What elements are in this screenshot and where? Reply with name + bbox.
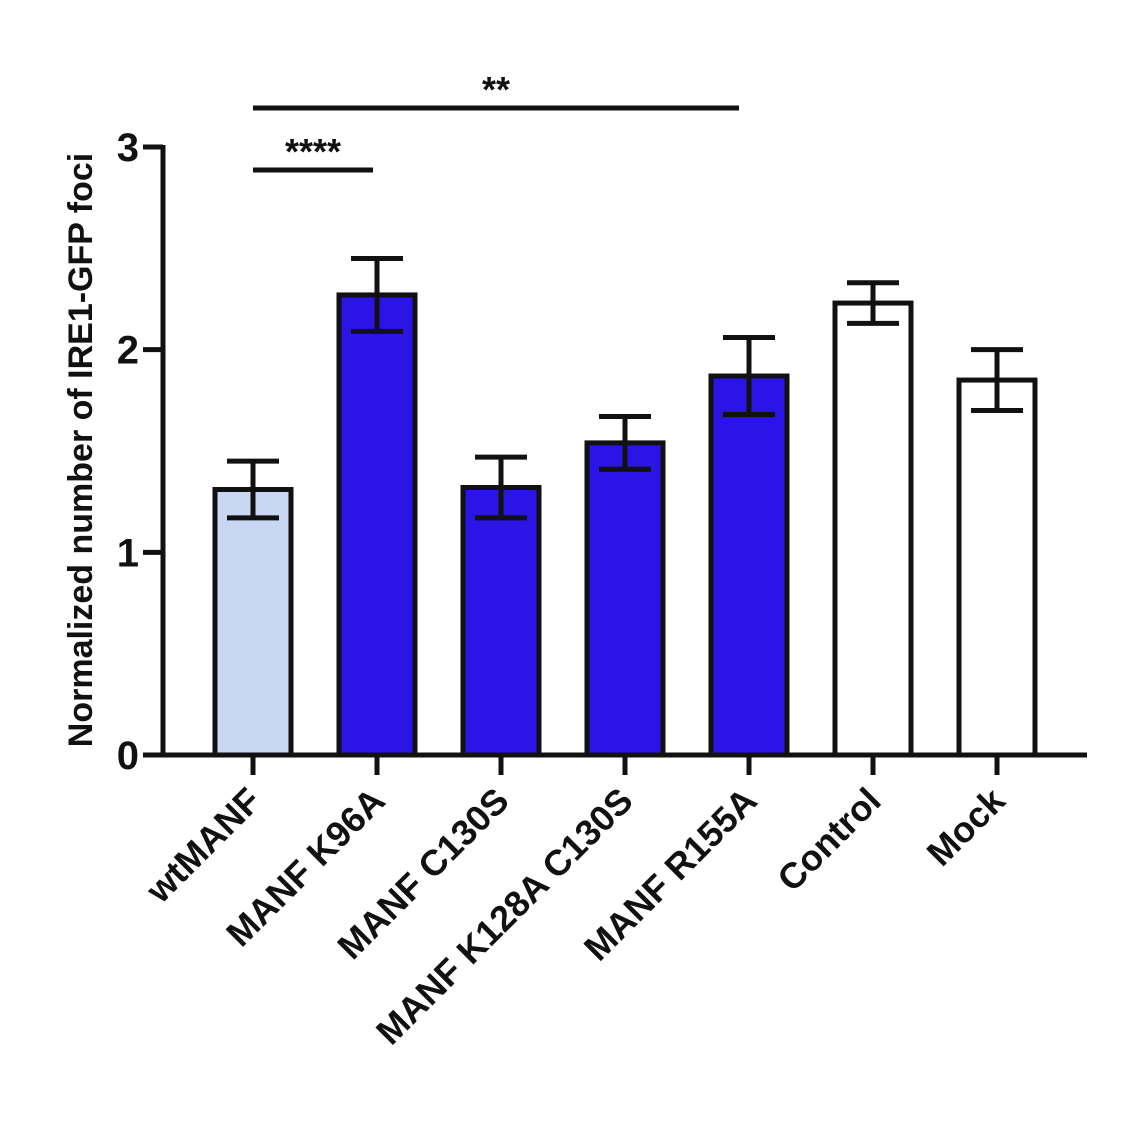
y-tick-label: 2 xyxy=(117,329,139,373)
category-label: Mock xyxy=(919,779,1014,874)
bar xyxy=(336,292,418,758)
y-tick-label: 3 xyxy=(117,126,139,170)
bar xyxy=(832,300,914,758)
bars-layer xyxy=(212,255,1038,758)
significance-label: **** xyxy=(285,131,341,172)
y-axis-title: Normalized number of IRE1-GFP foci xyxy=(62,153,100,747)
bar xyxy=(708,373,790,758)
bar xyxy=(956,377,1038,758)
significance-annotations: ****** xyxy=(253,69,739,173)
bar xyxy=(212,487,294,758)
significance-label: ** xyxy=(482,69,510,110)
y-tick-label: 0 xyxy=(117,734,139,778)
bar xyxy=(584,440,666,758)
y-tick-label: 1 xyxy=(117,531,139,575)
bar xyxy=(460,484,542,758)
category-label: wtMANF xyxy=(137,780,268,911)
category-label: Control xyxy=(769,780,888,899)
y-ticks: 0 1 2 3 xyxy=(117,126,163,778)
